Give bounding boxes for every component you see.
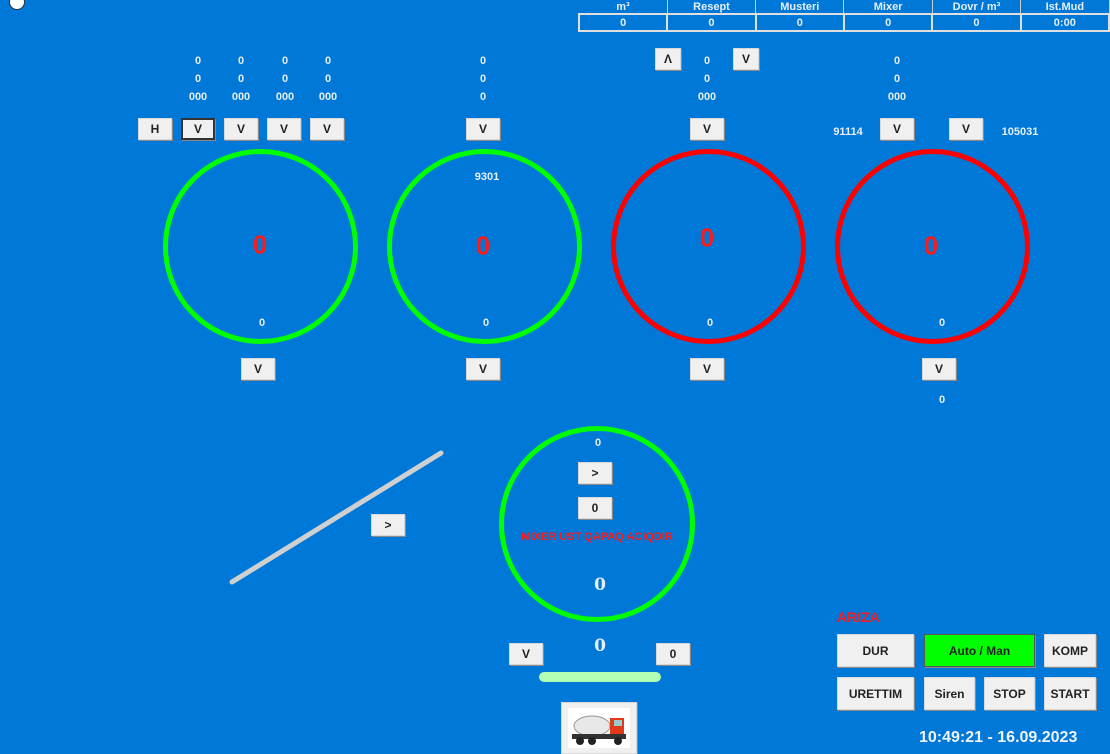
bin4-below-value: 0 <box>938 394 946 406</box>
bin1-bottom-value: 0 <box>258 317 266 329</box>
bin3-v3: 000 <box>697 91 717 103</box>
urettim-button[interactable]: URETTIM <box>837 677 914 710</box>
clock: 10:49:21 - 16.09.2023 <box>919 729 1078 746</box>
value-musteri: 0 <box>754 13 845 32</box>
komp-button[interactable]: KOMP <box>1044 634 1096 667</box>
bin2-top-value: 9301 <box>474 171 500 183</box>
dur-button[interactable]: DUR <box>837 634 914 667</box>
mixer-center-value: 0 <box>594 575 606 595</box>
bin4-right-value: 105031 <box>1001 126 1039 138</box>
bin2-valve-button[interactable]: V <box>466 118 500 140</box>
mixer-truck-icon <box>568 708 630 748</box>
header-m3: m³ <box>579 0 668 14</box>
stop-button[interactable]: STOP <box>984 677 1035 710</box>
value-ist-mud: 0:00 <box>1019 13 1110 32</box>
alarm-label: ARIZA <box>837 609 880 625</box>
bin1-col3-v1: 0 <box>281 55 289 67</box>
truck-button[interactable] <box>561 702 637 754</box>
bin1-col4-v1: 0 <box>324 55 332 67</box>
bin3-up-button[interactable]: Λ <box>655 48 681 70</box>
bin1-col4-v2: 0 <box>324 73 332 85</box>
bin2-gauge <box>387 149 582 344</box>
bin4-weight: 0 <box>923 230 939 261</box>
bin2-v1: 0 <box>479 55 487 67</box>
header-musteri: Musteri <box>755 0 845 14</box>
bin1-h-button[interactable]: H <box>138 118 172 140</box>
mixer-right-button[interactable]: 0 <box>656 643 690 665</box>
bin2-v3: 0 <box>479 91 487 103</box>
bin1-col3-v3: 000 <box>275 91 295 103</box>
start-button[interactable]: START <box>1044 677 1096 710</box>
header-ist-mud: Ist.Mud <box>1020 0 1110 14</box>
bin2-v2: 0 <box>479 73 487 85</box>
bin4-v1: 0 <box>893 55 901 67</box>
bin1-col2-v1: 0 <box>237 55 245 67</box>
value-m3: 0 <box>577 13 669 32</box>
bin1-valve3-button[interactable]: V <box>267 118 301 140</box>
value-mixer: 0 <box>842 13 934 32</box>
bin3-valve-button[interactable]: V <box>690 118 724 140</box>
bin1-valve2-button[interactable]: V <box>224 118 258 140</box>
mixer-gauge <box>499 426 695 622</box>
bin4-valve1-button[interactable]: V <box>880 118 914 140</box>
bin4-discharge-button[interactable]: V <box>922 358 956 380</box>
bin3-bottom-value: 0 <box>706 317 714 329</box>
bin2-weight: 0 <box>475 230 491 261</box>
mixer-discharge-button[interactable]: V <box>509 643 543 665</box>
bin1-col3-v2: 0 <box>281 73 289 85</box>
summary-table: m³ Resept Musteri Mixer Dovr / m³ Ist.Mu… <box>577 0 1110 32</box>
mixer-below-value: 0 <box>594 636 606 656</box>
mixer-level-bar <box>539 672 661 682</box>
bin2-discharge-button[interactable]: V <box>466 358 500 380</box>
bin3-discharge-button[interactable]: V <box>690 358 724 380</box>
mixer-top-value: 0 <box>594 437 602 449</box>
mixer-arrow-button[interactable]: > <box>578 462 612 484</box>
bin4-v2: 0 <box>893 73 901 85</box>
header-mixer: Mixer <box>843 0 933 14</box>
bin3-v1: 0 <box>703 55 711 67</box>
bin4-left-value: 91114 <box>833 126 863 138</box>
bin3-v2: 0 <box>703 73 711 85</box>
header-resept: Resept <box>667 0 757 14</box>
value-dovr: 0 <box>931 13 1022 32</box>
bin4-bottom-value: 0 <box>938 317 946 329</box>
mixer-alert: MIXER UST QAPAQ ACIQDIR <box>521 531 673 543</box>
bin1-gauge <box>163 149 358 344</box>
bin1-col4-v3: 000 <box>318 91 338 103</box>
header-dovr: Dovr / m³ <box>932 0 1022 14</box>
bin4-v3: 000 <box>887 91 907 103</box>
bin1-col1-v1: 0 <box>194 55 202 67</box>
bin1-valve4-button[interactable]: V <box>310 118 344 140</box>
bin1-col1-v2: 0 <box>194 73 202 85</box>
bin1-weight: 0 <box>252 229 268 260</box>
value-resept: 0 <box>666 13 757 32</box>
auto-man-button[interactable]: Auto / Man <box>924 634 1035 667</box>
bin1-discharge-button[interactable]: V <box>241 358 275 380</box>
conveyor-button[interactable]: > <box>371 514 405 536</box>
bin1-col2-v2: 0 <box>237 73 245 85</box>
bin1-col1-v3: 000 <box>188 91 208 103</box>
bin1-col2-v3: 000 <box>231 91 251 103</box>
bin3-gauge <box>611 149 806 344</box>
bin3-down-button[interactable]: V <box>733 48 759 70</box>
bin2-bottom-value: 0 <box>482 317 490 329</box>
bin4-gauge <box>835 149 1030 344</box>
mixer-count-button[interactable]: 0 <box>578 497 612 519</box>
bin4-valve2-button[interactable]: V <box>949 118 983 140</box>
siren-button[interactable]: Siren <box>924 677 975 710</box>
bin3-weight: 0 <box>699 222 715 253</box>
bin1-valve1-button[interactable]: V <box>181 118 215 140</box>
